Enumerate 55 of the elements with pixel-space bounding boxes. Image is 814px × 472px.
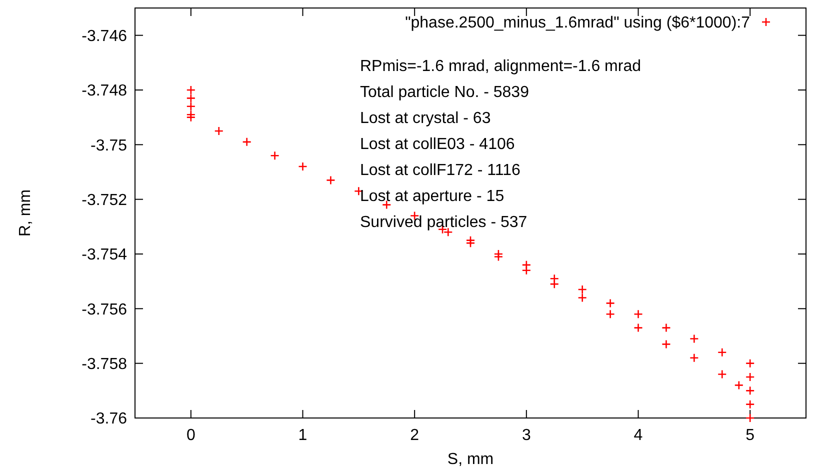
- point: [214, 126, 224, 136]
- y-tick-label: -3.746: [82, 28, 128, 45]
- annotation: RPmis=-1.6 mrad, alignment=-1.6 mrad: [360, 58, 641, 75]
- point: [606, 298, 615, 308]
- y-tick-label: -3.75: [90, 137, 128, 154]
- point: [466, 238, 476, 248]
- point: [634, 309, 643, 319]
- point: [745, 413, 755, 423]
- point: [717, 370, 727, 379]
- y-tick-label: -3.756: [82, 301, 128, 318]
- point: [606, 309, 615, 319]
- annotation: Lost at crystal - 63: [360, 110, 491, 127]
- y-tick-label: -3.748: [82, 82, 128, 100]
- y-tick-label: -3.754: [82, 246, 128, 264]
- y-tick-label: -3.752: [82, 192, 128, 209]
- point: [634, 323, 643, 332]
- point: [186, 102, 196, 112]
- point: [550, 279, 560, 289]
- point: [690, 353, 699, 363]
- point: [662, 340, 671, 349]
- point: [242, 137, 252, 147]
- point: [186, 112, 196, 122]
- point: [662, 323, 671, 332]
- point: [186, 94, 196, 103]
- point: [270, 150, 280, 160]
- x-axis-title: S, mm: [447, 451, 494, 468]
- point: [298, 162, 308, 172]
- point: [522, 266, 532, 276]
- x-tick-label: 0: [186, 427, 196, 444]
- annotation: Lost at collE03 - 4106: [360, 136, 515, 153]
- point: [578, 284, 587, 294]
- annotation: Lost at aperture - 15: [360, 188, 504, 205]
- y-tick-label: -3.76: [90, 410, 128, 428]
- point: [734, 380, 744, 390]
- point: [745, 386, 755, 396]
- point: [745, 400, 755, 409]
- y-tick-label: -3.758: [82, 356, 128, 373]
- text: "phase.2500_minus_1.6mrad" using ($6*1000):7: [405, 14, 750, 32]
- point: [717, 348, 727, 358]
- annotation: Total particle No. - 5839: [360, 84, 530, 101]
- annotation: Survived particles - 537: [360, 214, 528, 231]
- x-tick-label: 5: [746, 427, 755, 444]
- point: [578, 293, 587, 302]
- annotation: Lost at collF172 - 1116: [360, 162, 520, 179]
- point: [745, 358, 755, 368]
- point: [690, 334, 699, 344]
- point: [494, 252, 504, 262]
- y-axis-title: R, mm: [17, 189, 34, 237]
- x-tick-label: 1: [298, 427, 308, 444]
- point: [186, 85, 196, 95]
- point: [326, 176, 336, 185]
- x-tick-label: 4: [634, 427, 643, 444]
- x-tick-label: 3: [522, 427, 531, 444]
- x-tick-label: 2: [410, 427, 420, 444]
- point: [745, 372, 755, 382]
